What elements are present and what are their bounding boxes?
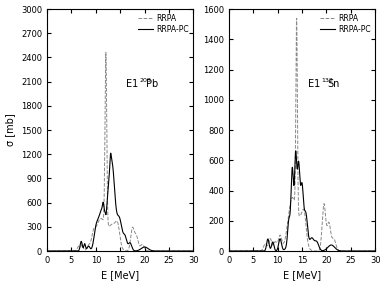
- RRPA: [354, 249, 359, 253]
- RRPA-PC: [107, 168, 112, 172]
- RRPA-PC: [289, 184, 294, 187]
- X-axis label: E [MeV]: E [MeV]: [101, 271, 139, 281]
- RRPA-PC: [373, 249, 378, 253]
- Y-axis label: σ [mb]: σ [mb]: [5, 114, 15, 146]
- RRPA: [191, 249, 196, 253]
- RRPA: [373, 249, 378, 253]
- RRPA-PC: [243, 249, 248, 253]
- RRPA-PC: [108, 152, 113, 155]
- X-axis label: E [MeV]: E [MeV]: [283, 271, 321, 281]
- RRPA-PC: [173, 249, 177, 253]
- RRPA: [227, 249, 231, 253]
- RRPA: [188, 249, 193, 253]
- RRPA: [107, 224, 112, 228]
- Text: E1: E1: [126, 79, 138, 89]
- RRPA-PC: [283, 247, 287, 251]
- Line: RRPA: RRPA: [229, 18, 375, 251]
- RRPA: [252, 249, 257, 253]
- RRPA-PC: [370, 249, 375, 253]
- RRPA-PC: [45, 249, 49, 253]
- RRPA: [283, 238, 287, 241]
- RRPA: [370, 249, 375, 253]
- RRPA-PC: [61, 249, 66, 253]
- Line: RRPA: RRPA: [47, 52, 193, 251]
- RRPA-PC: [188, 249, 193, 253]
- Line: RRPA-PC: RRPA-PC: [47, 153, 193, 251]
- RRPA: [173, 249, 177, 253]
- RRPA-PC: [191, 249, 196, 253]
- RRPA: [101, 218, 105, 221]
- RRPA: [61, 249, 66, 253]
- RRPA-PC: [354, 249, 359, 253]
- RRPA: [70, 249, 75, 253]
- Legend: RRPA, RRPA-PC: RRPA, RRPA-PC: [135, 11, 192, 37]
- Text: 132: 132: [322, 78, 334, 83]
- RRPA: [294, 17, 299, 20]
- RRPA-PC: [293, 149, 298, 153]
- Legend: RRPA, RRPA-PC: RRPA, RRPA-PC: [317, 11, 374, 37]
- RRPA: [45, 249, 49, 253]
- RRPA: [289, 198, 294, 201]
- RRPA: [103, 51, 108, 54]
- Text: Sn: Sn: [328, 79, 340, 89]
- RRPA: [243, 249, 248, 253]
- RRPA-PC: [70, 249, 75, 253]
- Line: RRPA-PC: RRPA-PC: [229, 151, 375, 251]
- Text: 208: 208: [140, 78, 152, 83]
- RRPA-PC: [227, 249, 231, 253]
- RRPA-PC: [252, 249, 257, 253]
- Text: Pb: Pb: [146, 79, 158, 89]
- Text: E1: E1: [308, 79, 320, 89]
- RRPA-PC: [101, 201, 105, 204]
